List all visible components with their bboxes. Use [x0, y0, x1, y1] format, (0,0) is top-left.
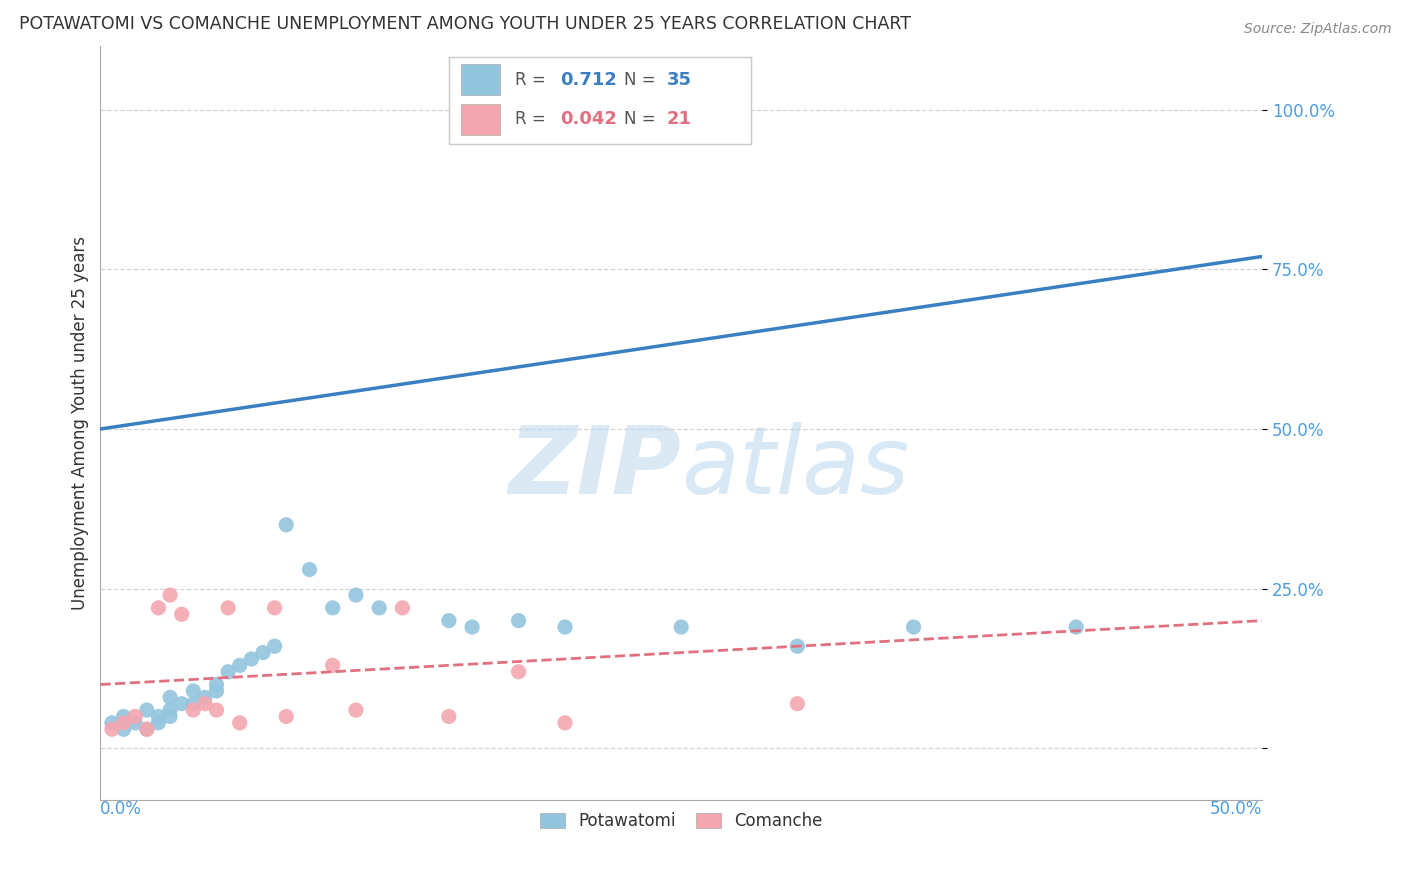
Point: [101, 723, 124, 737]
Text: 0.0%: 0.0%: [100, 799, 142, 818]
Point: [205, 677, 228, 691]
Point: [263, 600, 285, 615]
Point: [112, 709, 135, 723]
Text: 50.0%: 50.0%: [1209, 799, 1263, 818]
Point: [217, 600, 239, 615]
Point: [159, 709, 181, 723]
Point: [298, 562, 321, 576]
Text: Source: ZipAtlas.com: Source: ZipAtlas.com: [1244, 22, 1392, 37]
Point: [135, 723, 157, 737]
Text: ZIP: ZIP: [509, 422, 681, 514]
Point: [508, 614, 530, 628]
Point: [135, 703, 157, 717]
Point: [554, 620, 576, 634]
Text: atlas: atlas: [681, 422, 910, 513]
Point: [554, 715, 576, 730]
Point: [148, 709, 170, 723]
Point: [276, 517, 298, 532]
Point: [240, 652, 263, 666]
Point: [194, 690, 217, 705]
Point: [252, 646, 274, 660]
Point: [148, 600, 170, 615]
Y-axis label: Unemployment Among Youth under 25 years: Unemployment Among Youth under 25 years: [72, 235, 89, 609]
Point: [181, 684, 204, 698]
Point: [135, 723, 157, 737]
Point: [112, 715, 135, 730]
Point: [508, 665, 530, 679]
Point: [437, 614, 460, 628]
Point: [159, 703, 181, 717]
Point: [322, 600, 344, 615]
Point: [344, 703, 367, 717]
Point: [170, 697, 193, 711]
Point: [263, 639, 285, 653]
Point: [437, 709, 460, 723]
Point: [322, 658, 344, 673]
Point: [148, 715, 170, 730]
Point: [344, 588, 367, 602]
Point: [669, 620, 692, 634]
Point: [112, 723, 135, 737]
Point: [391, 600, 413, 615]
Point: [170, 607, 193, 622]
Point: [181, 697, 204, 711]
Point: [101, 715, 124, 730]
Point: [786, 639, 808, 653]
Point: [1064, 620, 1087, 634]
Point: [159, 690, 181, 705]
Point: [786, 697, 808, 711]
Legend: Potawatomi, Comanche: Potawatomi, Comanche: [533, 805, 830, 837]
Point: [229, 715, 252, 730]
Point: [903, 620, 925, 634]
Point: [368, 600, 391, 615]
Point: [217, 665, 239, 679]
Point: [124, 709, 146, 723]
Point: [205, 684, 228, 698]
Point: [124, 715, 146, 730]
Point: [205, 703, 228, 717]
Point: [181, 703, 204, 717]
Text: POTAWATOMI VS COMANCHE UNEMPLOYMENT AMONG YOUTH UNDER 25 YEARS CORRELATION CHART: POTAWATOMI VS COMANCHE UNEMPLOYMENT AMON…: [20, 15, 911, 33]
Point: [461, 620, 484, 634]
Point: [229, 658, 252, 673]
Point: [159, 588, 181, 602]
Point: [194, 697, 217, 711]
Point: [276, 709, 298, 723]
